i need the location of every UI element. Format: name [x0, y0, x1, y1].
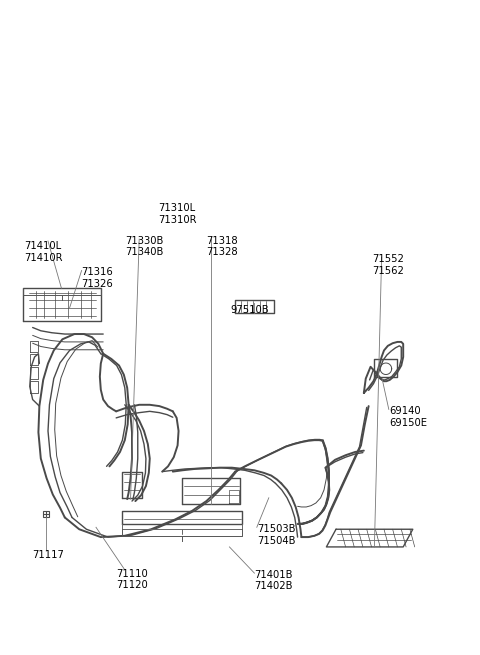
- Text: 71318
71328: 71318 71328: [206, 236, 238, 257]
- Text: 71316
71326: 71316 71326: [82, 267, 113, 289]
- Text: 71117: 71117: [33, 550, 64, 560]
- Text: 97510B: 97510B: [230, 305, 269, 314]
- Text: 71503B
71504B: 71503B 71504B: [257, 524, 295, 546]
- Text: 71552
71562: 71552 71562: [372, 254, 404, 276]
- Text: 71410L
71410R: 71410L 71410R: [24, 241, 62, 263]
- Text: 71401B
71402B: 71401B 71402B: [254, 570, 293, 591]
- Text: 71110
71120: 71110 71120: [116, 569, 148, 590]
- Text: 71330B
71340B: 71330B 71340B: [125, 236, 163, 257]
- Text: 71310L
71310R: 71310L 71310R: [158, 203, 197, 225]
- Text: 69140
69150E: 69140 69150E: [389, 406, 427, 428]
